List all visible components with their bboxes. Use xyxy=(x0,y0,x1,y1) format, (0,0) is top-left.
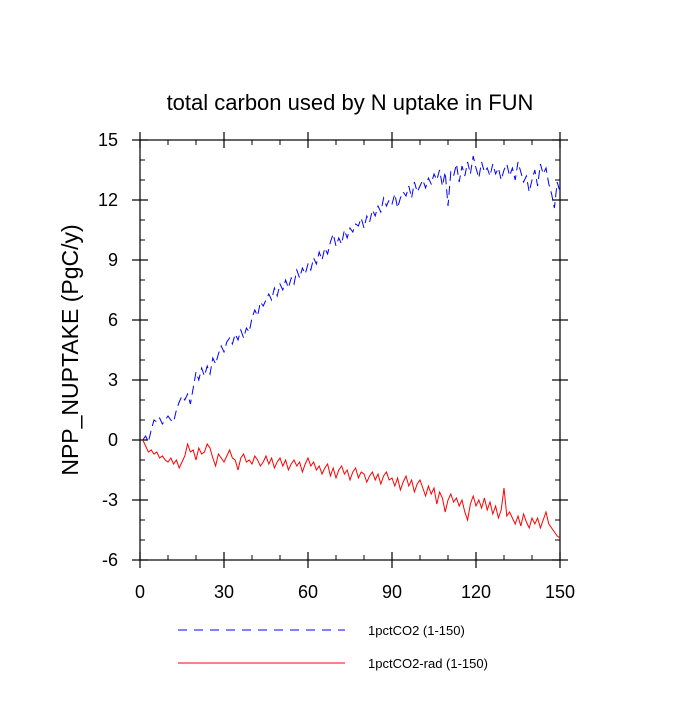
x-tick-label: 0 xyxy=(135,582,145,602)
series-line-2 xyxy=(142,439,561,539)
plot-frame xyxy=(139,139,561,561)
series-line-1 xyxy=(142,155,561,444)
legend-label-1: 1pctCO2 (1-150) xyxy=(368,623,465,638)
x-tick-label: 120 xyxy=(461,582,491,602)
y-tick-label: 3 xyxy=(108,370,118,390)
x-tick-label: 30 xyxy=(214,582,234,602)
y-tick-label: 9 xyxy=(108,250,118,270)
y-tick-label: -6 xyxy=(102,550,118,570)
x-tick-label: 90 xyxy=(382,582,402,602)
legend: 1pctCO2 (1-150) 1pctCO2-rad (1-150) xyxy=(178,623,488,671)
x-tick-label: 60 xyxy=(298,582,318,602)
y-tick-label: 0 xyxy=(108,430,118,450)
y-tick-label: 6 xyxy=(108,310,118,330)
y-tick-label: -3 xyxy=(102,490,118,510)
legend-label-2: 1pctCO2-rad (1-150) xyxy=(368,656,488,671)
y-axis-label: NPP_NUPTAKE (PgC/y) xyxy=(57,224,83,475)
y-tick-label: 12 xyxy=(98,190,118,210)
x-tick-label: 150 xyxy=(545,582,575,602)
plot-layer: 0 30 60 90 120 150 -6 -3 0 3 6 9 12 15 xyxy=(98,130,575,602)
y-tick-label: 15 xyxy=(98,130,118,150)
chart-title: total carbon used by N uptake in FUN xyxy=(167,90,534,115)
